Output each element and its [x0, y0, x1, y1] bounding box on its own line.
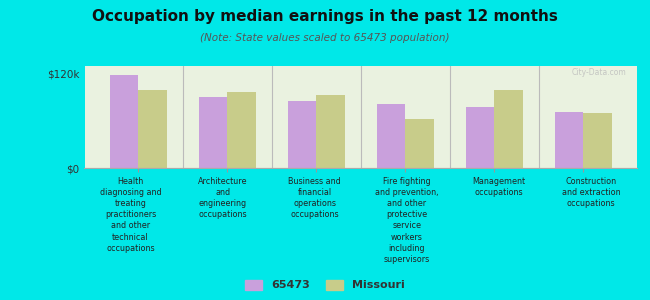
Bar	[495, 89, 523, 168]
Bar	[138, 89, 166, 168]
Bar	[316, 95, 344, 168]
Bar	[466, 107, 495, 168]
Text: Occupation by median earnings in the past 12 months: Occupation by median earnings in the pas…	[92, 9, 558, 24]
Text: City-Data.com: City-Data.com	[571, 68, 626, 77]
Text: (Note: State values scaled to 65473 population): (Note: State values scaled to 65473 popu…	[200, 33, 450, 43]
Text: Management
occupations: Management occupations	[473, 177, 525, 197]
Bar	[377, 104, 406, 168]
Bar	[406, 119, 434, 168]
Bar	[555, 112, 584, 168]
Legend: 65473, Missouri: 65473, Missouri	[240, 274, 410, 296]
Text: Architecture
and
engineering
occupations: Architecture and engineering occupations	[198, 177, 248, 219]
Bar	[288, 100, 316, 168]
Bar	[110, 75, 138, 168]
Bar	[584, 113, 612, 168]
Text: Construction
and extraction
occupations: Construction and extraction occupations	[562, 177, 620, 208]
Bar	[227, 92, 255, 168]
Text: Fire fighting
and prevention,
and other
protective
service
workers
including
sup: Fire fighting and prevention, and other …	[375, 177, 439, 264]
Text: Health
diagnosing and
treating
practitioners
and other
technical
occupations: Health diagnosing and treating practitio…	[99, 177, 161, 253]
Bar	[199, 98, 227, 168]
Text: Business and
financial
operations
occupations: Business and financial operations occupa…	[289, 177, 341, 219]
